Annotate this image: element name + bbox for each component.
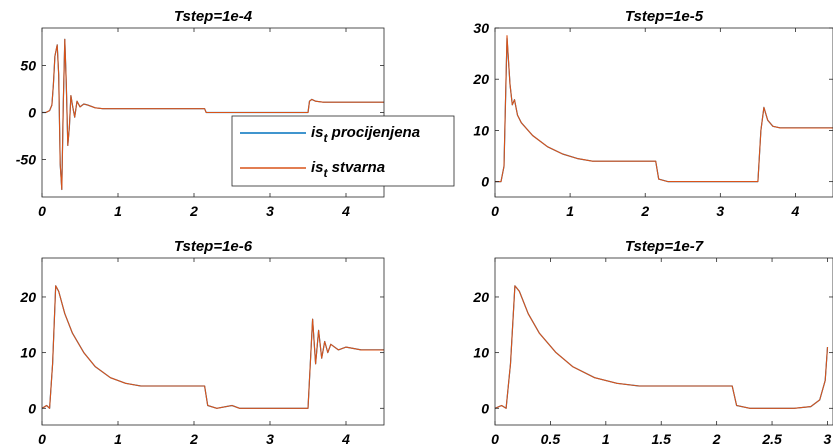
x-tick-label: 3 — [716, 203, 724, 219]
x-tick-label: 2 — [640, 203, 649, 219]
y-tick-label: 20 — [472, 71, 489, 87]
subplot-title: Tstep=1e-7 — [625, 238, 704, 255]
series-line-stvarna — [495, 35, 833, 183]
y-tick-label: 30 — [473, 20, 489, 36]
x-tick-label: 1 — [602, 431, 610, 447]
axes-box — [494, 257, 833, 426]
subplot-tstep-1e-6: 0 1 2 3 4 0 10 20 Tstep=1e-6 — [19, 238, 385, 447]
legend-box — [231, 115, 455, 187]
y-tick-label: 10 — [20, 345, 36, 361]
x-tick-label: 0.5 — [541, 431, 561, 447]
x-tick-label: 4 — [341, 203, 350, 219]
y-tick-label: 50 — [20, 58, 36, 74]
series-line-procijenjena — [42, 285, 384, 409]
x-tick-label: 1 — [114, 203, 122, 219]
y-tick-label: 10 — [473, 345, 489, 361]
x-tick-label: 0 — [38, 431, 46, 447]
series-line-procijenjena — [495, 37, 833, 183]
subplot-tstep-1e-7: 0 0.5 1 1.5 2 2.5 3 0 10 20 Tstep=1e-7 — [472, 238, 833, 447]
x-tick-label: 2.5 — [761, 431, 782, 447]
x-tick-label: 2 — [712, 431, 721, 447]
y-tick-label: 20 — [19, 289, 36, 305]
x-tick-label: 1.5 — [651, 431, 671, 447]
subplot-title: Tstep=1e-4 — [174, 8, 253, 25]
y-tick-label: 10 — [473, 122, 489, 138]
x-tick-label: 0 — [491, 431, 499, 447]
x-tick-label: 0 — [38, 203, 46, 219]
x-tick-label: 3 — [824, 431, 832, 447]
x-tick-label: 1 — [566, 203, 574, 219]
series-line-procijenjena — [495, 285, 829, 409]
legend: ist procijenjena ist stvarna — [231, 115, 455, 187]
y-tick-label: -50 — [16, 151, 36, 167]
axes-box — [494, 27, 833, 198]
x-tick-label: 2 — [189, 431, 198, 447]
y-tick-label: 20 — [472, 289, 489, 305]
legend-label-stvarna: ist stvarna — [311, 159, 385, 180]
subplot-title: Tstep=1e-5 — [625, 8, 704, 25]
y-tick-label: 0 — [28, 400, 36, 416]
x-tick-label: 4 — [791, 203, 800, 219]
x-tick-label: 0 — [491, 203, 499, 219]
subplot-tstep-1e-4: 0 1 2 3 4 -50 0 50 Tstep=1e-4 — [16, 8, 385, 219]
x-tick-label: 4 — [341, 431, 350, 447]
y-tick-label: 0 — [481, 400, 489, 416]
subplot-tstep-1e-5: 0 1 2 3 4 0 10 20 30 Tstep=1e-5 — [472, 8, 833, 219]
y-tick-label: 0 — [28, 105, 36, 121]
x-tick-label: 2 — [189, 203, 198, 219]
axes-box — [41, 257, 385, 426]
x-tick-label: 1 — [114, 431, 122, 447]
series-line-stvarna — [42, 38, 384, 191]
y-tick-label: 0 — [481, 174, 489, 190]
x-tick-label: 3 — [266, 203, 274, 219]
subplot-title: Tstep=1e-6 — [174, 238, 253, 255]
x-tick-label: 3 — [266, 431, 274, 447]
series-line-stvarna — [495, 285, 829, 409]
series-line-stvarna — [42, 285, 384, 409]
legend-label-procijenjena: ist procijenjena — [311, 124, 420, 145]
